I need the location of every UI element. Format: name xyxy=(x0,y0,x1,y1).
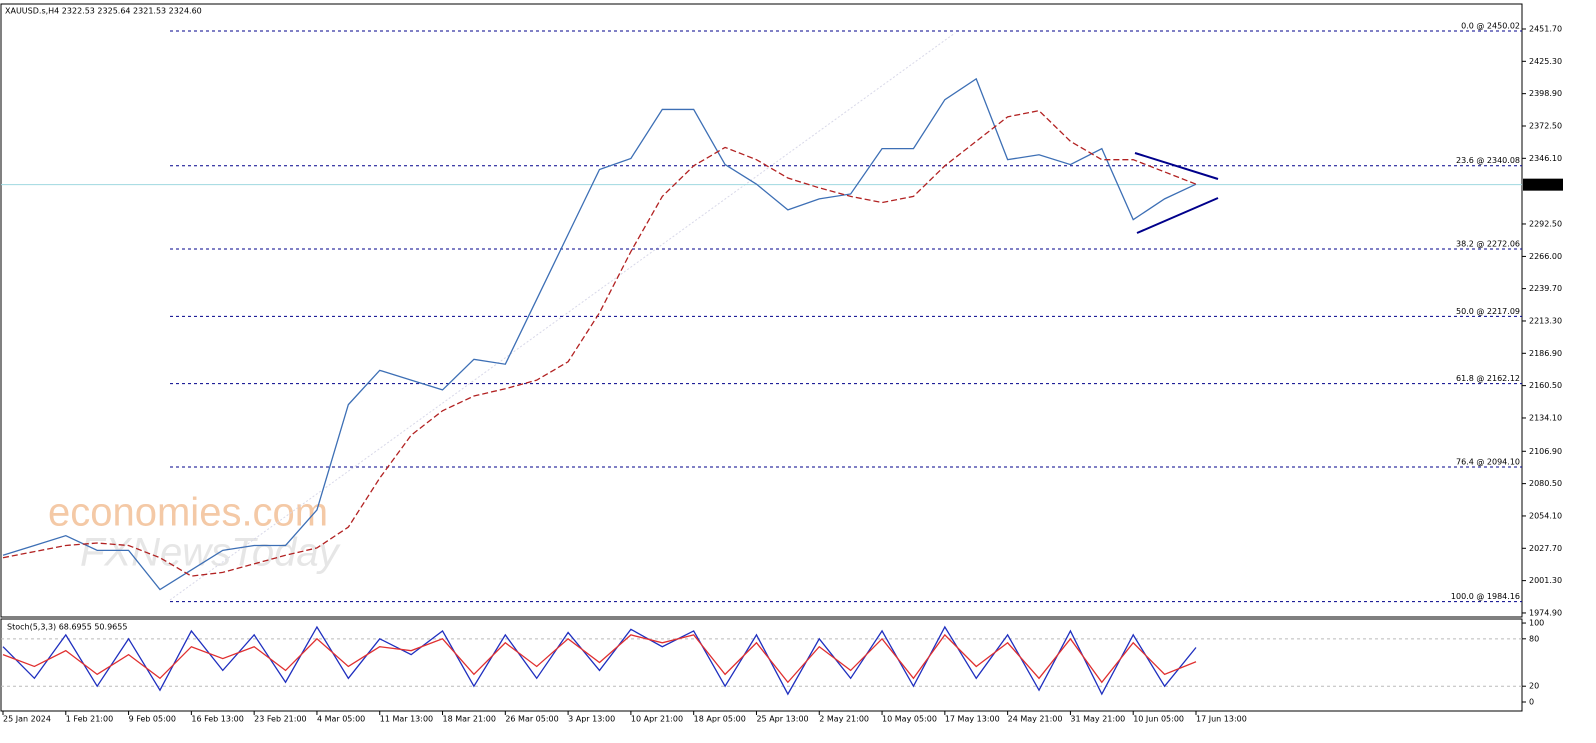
y-tick-label: 100 xyxy=(1529,619,1544,628)
main-frame xyxy=(0,3,1523,618)
fib-label: 61.8 @ 2162.12 xyxy=(1456,374,1520,383)
y-tick-label: 2398.90 xyxy=(1529,89,1562,98)
y-tick-label: 2239.70 xyxy=(1529,284,1562,293)
series-line xyxy=(2,109,1197,577)
y-tick-label: 2160.50 xyxy=(1529,381,1562,390)
x-tick-label: 3 Apr 13:00 xyxy=(568,715,615,724)
y-tick-label: 2001.30 xyxy=(1529,576,1562,585)
y-tick-label: 2425.30 xyxy=(1529,57,1562,66)
y-tick-label: 2451.70 xyxy=(1529,24,1562,33)
watermark: economies.com xyxy=(48,491,328,535)
x-tick-label: 18 Mar 21:00 xyxy=(443,715,496,724)
triangle-line xyxy=(1134,152,1219,180)
y-tick-label: 2266.00 xyxy=(1529,252,1562,261)
series-line xyxy=(2,633,1197,684)
y-tick-label: 2027.70 xyxy=(1529,544,1562,553)
stoch-frame xyxy=(0,618,1523,712)
stoch-title: Stoch(5,3,3) 68.6955 50.9655 xyxy=(7,623,127,632)
x-tick-label: 31 May 21:00 xyxy=(1070,715,1125,724)
x-tick-label: 10 May 05:00 xyxy=(882,715,937,724)
fib-label: 0.0 @ 2450.02 xyxy=(1461,22,1520,31)
x-tick-label: 23 Feb 21:00 xyxy=(254,715,306,724)
x-tick-label: 18 Apr 05:00 xyxy=(694,715,746,724)
x-tick-label: 16 Feb 13:00 xyxy=(191,715,243,724)
y-tick-label: 80 xyxy=(1529,634,1539,643)
x-tick-label: 1 Feb 21:00 xyxy=(66,715,113,724)
x-tick-label: 25 Jan 2024 xyxy=(3,715,51,724)
y-tick-label: 2134.10 xyxy=(1529,413,1562,422)
y-tick-label: 0 xyxy=(1529,697,1534,706)
x-tick-label: 4 Mar 05:00 xyxy=(317,715,365,724)
x-tick-label: 17 Jun 13:00 xyxy=(1196,715,1247,724)
x-tick-label: 24 May 21:00 xyxy=(1008,715,1063,724)
x-tick-label: 10 Jun 05:00 xyxy=(1133,715,1184,724)
chart-title: XAUUSD.s,H4 2322.53 2325.64 2321.53 2324… xyxy=(5,7,202,16)
x-tick-label: 10 Apr 21:00 xyxy=(631,715,683,724)
fib-label: 50.0 @ 2217.09 xyxy=(1456,307,1520,316)
last-price-box xyxy=(1523,178,1563,191)
y-tick-label: 2186.90 xyxy=(1529,349,1562,358)
y-tick-label: 2054.10 xyxy=(1529,511,1562,520)
y-tick-label: 2292.50 xyxy=(1529,219,1562,228)
x-tick-label: 2 May 21:00 xyxy=(819,715,869,724)
x-tick-label: 26 Mar 05:00 xyxy=(505,715,558,724)
x-tick-label: 11 Mar 13:00 xyxy=(380,715,433,724)
x-tick-label: 17 May 13:00 xyxy=(945,715,1000,724)
series-line xyxy=(2,77,1197,591)
x-tick-label: 25 Apr 13:00 xyxy=(756,715,808,724)
triangle-line xyxy=(1136,197,1219,234)
y-tick-label: 2372.50 xyxy=(1529,121,1562,130)
y-tick-label: 1974.90 xyxy=(1529,608,1562,617)
y-tick-label: 20 xyxy=(1529,682,1539,691)
x-tick-label: 9 Feb 05:00 xyxy=(129,715,176,724)
fib-label: 38.2 @ 2272.06 xyxy=(1456,240,1520,249)
series-line xyxy=(2,625,1197,696)
fib-label: 100.0 @ 1984.16 xyxy=(1451,592,1520,601)
fib-label: 76.4 @ 2094.10 xyxy=(1456,457,1520,466)
last-price-label: 2324.60 xyxy=(1527,180,1560,189)
y-tick-label: 2346.10 xyxy=(1529,154,1562,163)
watermark: FXNewsToday xyxy=(80,531,342,575)
fib-label: 23.6 @ 2340.08 xyxy=(1456,156,1520,165)
y-tick-label: 2213.30 xyxy=(1529,316,1562,325)
y-tick-label: 2106.90 xyxy=(1529,447,1562,456)
y-tick-label: 2080.50 xyxy=(1529,479,1562,488)
